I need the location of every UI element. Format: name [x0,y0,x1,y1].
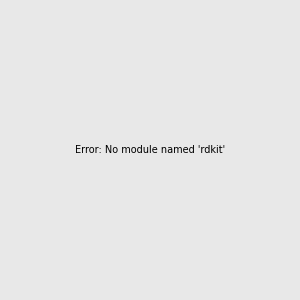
Text: Error: No module named 'rdkit': Error: No module named 'rdkit' [75,145,225,155]
